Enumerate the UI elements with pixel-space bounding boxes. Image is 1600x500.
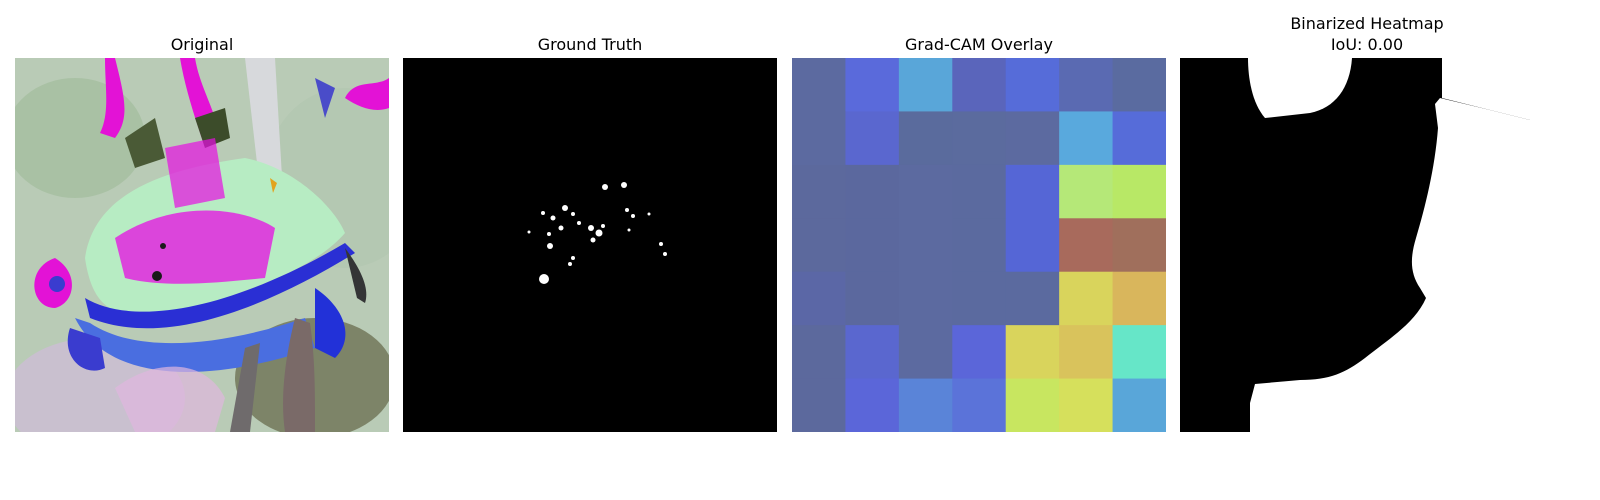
heatmap-cell <box>1059 218 1114 273</box>
heatmap-cell <box>952 164 1007 219</box>
heatmap-cell <box>845 325 900 380</box>
heatmap-cell <box>898 218 953 273</box>
heatmap-cell <box>1059 164 1114 219</box>
heatmap-cell <box>898 378 953 432</box>
heatmap-cell <box>1059 325 1114 380</box>
heatmap-cell <box>1005 271 1060 326</box>
heatmap-cell <box>845 271 900 326</box>
original-image <box>15 58 389 432</box>
panel-ground-truth: Ground Truth <box>403 0 777 440</box>
heatmap-cell <box>1112 111 1166 166</box>
gradcam-heatmap <box>792 58 1166 432</box>
heatmap-cell <box>1059 111 1114 166</box>
heatmap-cell <box>792 325 846 380</box>
heatmap-cell <box>1005 218 1060 273</box>
heatmap-cell <box>1005 164 1060 219</box>
heatmap-cell <box>845 218 900 273</box>
heatmap-cell <box>898 325 953 380</box>
heatmap-cell <box>1059 378 1114 432</box>
heatmap-cell <box>952 325 1007 380</box>
panel-title: Original <box>170 35 234 54</box>
heatmap-cell <box>845 164 900 219</box>
heatmap-cell <box>952 58 1007 112</box>
heatmap-cell <box>792 271 846 326</box>
heatmap-cell <box>845 58 900 112</box>
binarized-mask <box>1180 58 1554 432</box>
panel-original: Original <box>15 0 389 440</box>
heatmap-cell <box>952 378 1007 432</box>
heatmap-cell <box>1112 378 1166 432</box>
heatmap-cell <box>792 111 846 166</box>
heatmap-cell <box>1112 271 1166 326</box>
heatmap-cell <box>1112 325 1166 380</box>
heatmap-cell <box>1112 58 1166 112</box>
ground-truth-mask <box>403 58 777 432</box>
heatmap-cell <box>1005 325 1060 380</box>
heatmap-cell <box>1005 111 1060 166</box>
panel-gradcam-overlay: Grad-CAM Overlay <box>792 0 1166 440</box>
heatmap-cell <box>898 164 953 219</box>
heatmap-cell <box>792 378 846 432</box>
heatmap-cell <box>1059 271 1114 326</box>
heatmap-cell <box>952 111 1007 166</box>
heatmap-cell <box>792 218 846 273</box>
heatmap-cell <box>1112 218 1166 273</box>
panel-title: Grad-CAM Overlay <box>905 35 1053 54</box>
heatmap-cell <box>1005 58 1060 112</box>
heatmap-cell <box>1059 58 1114 112</box>
heatmap-cell <box>792 58 846 112</box>
panel-title: Ground Truth <box>537 35 643 54</box>
heatmap-cell <box>898 58 953 112</box>
iou-score: IoU: 0.00 <box>1330 35 1404 54</box>
heatmap-cell <box>792 164 846 219</box>
panel-binarized-heatmap: Binarized Heatmap IoU: 0.00 <box>1180 0 1554 440</box>
heatmap-cell <box>1005 378 1060 432</box>
heatmap-cell <box>898 111 953 166</box>
heatmap-cell <box>1112 164 1166 219</box>
heatmap-cell <box>898 271 953 326</box>
heatmap-cell <box>952 271 1007 326</box>
panel-title: Binarized Heatmap <box>1290 14 1444 33</box>
heatmap-cell <box>845 378 900 432</box>
heatmap-cell <box>952 218 1007 273</box>
heatmap-cell <box>845 111 900 166</box>
